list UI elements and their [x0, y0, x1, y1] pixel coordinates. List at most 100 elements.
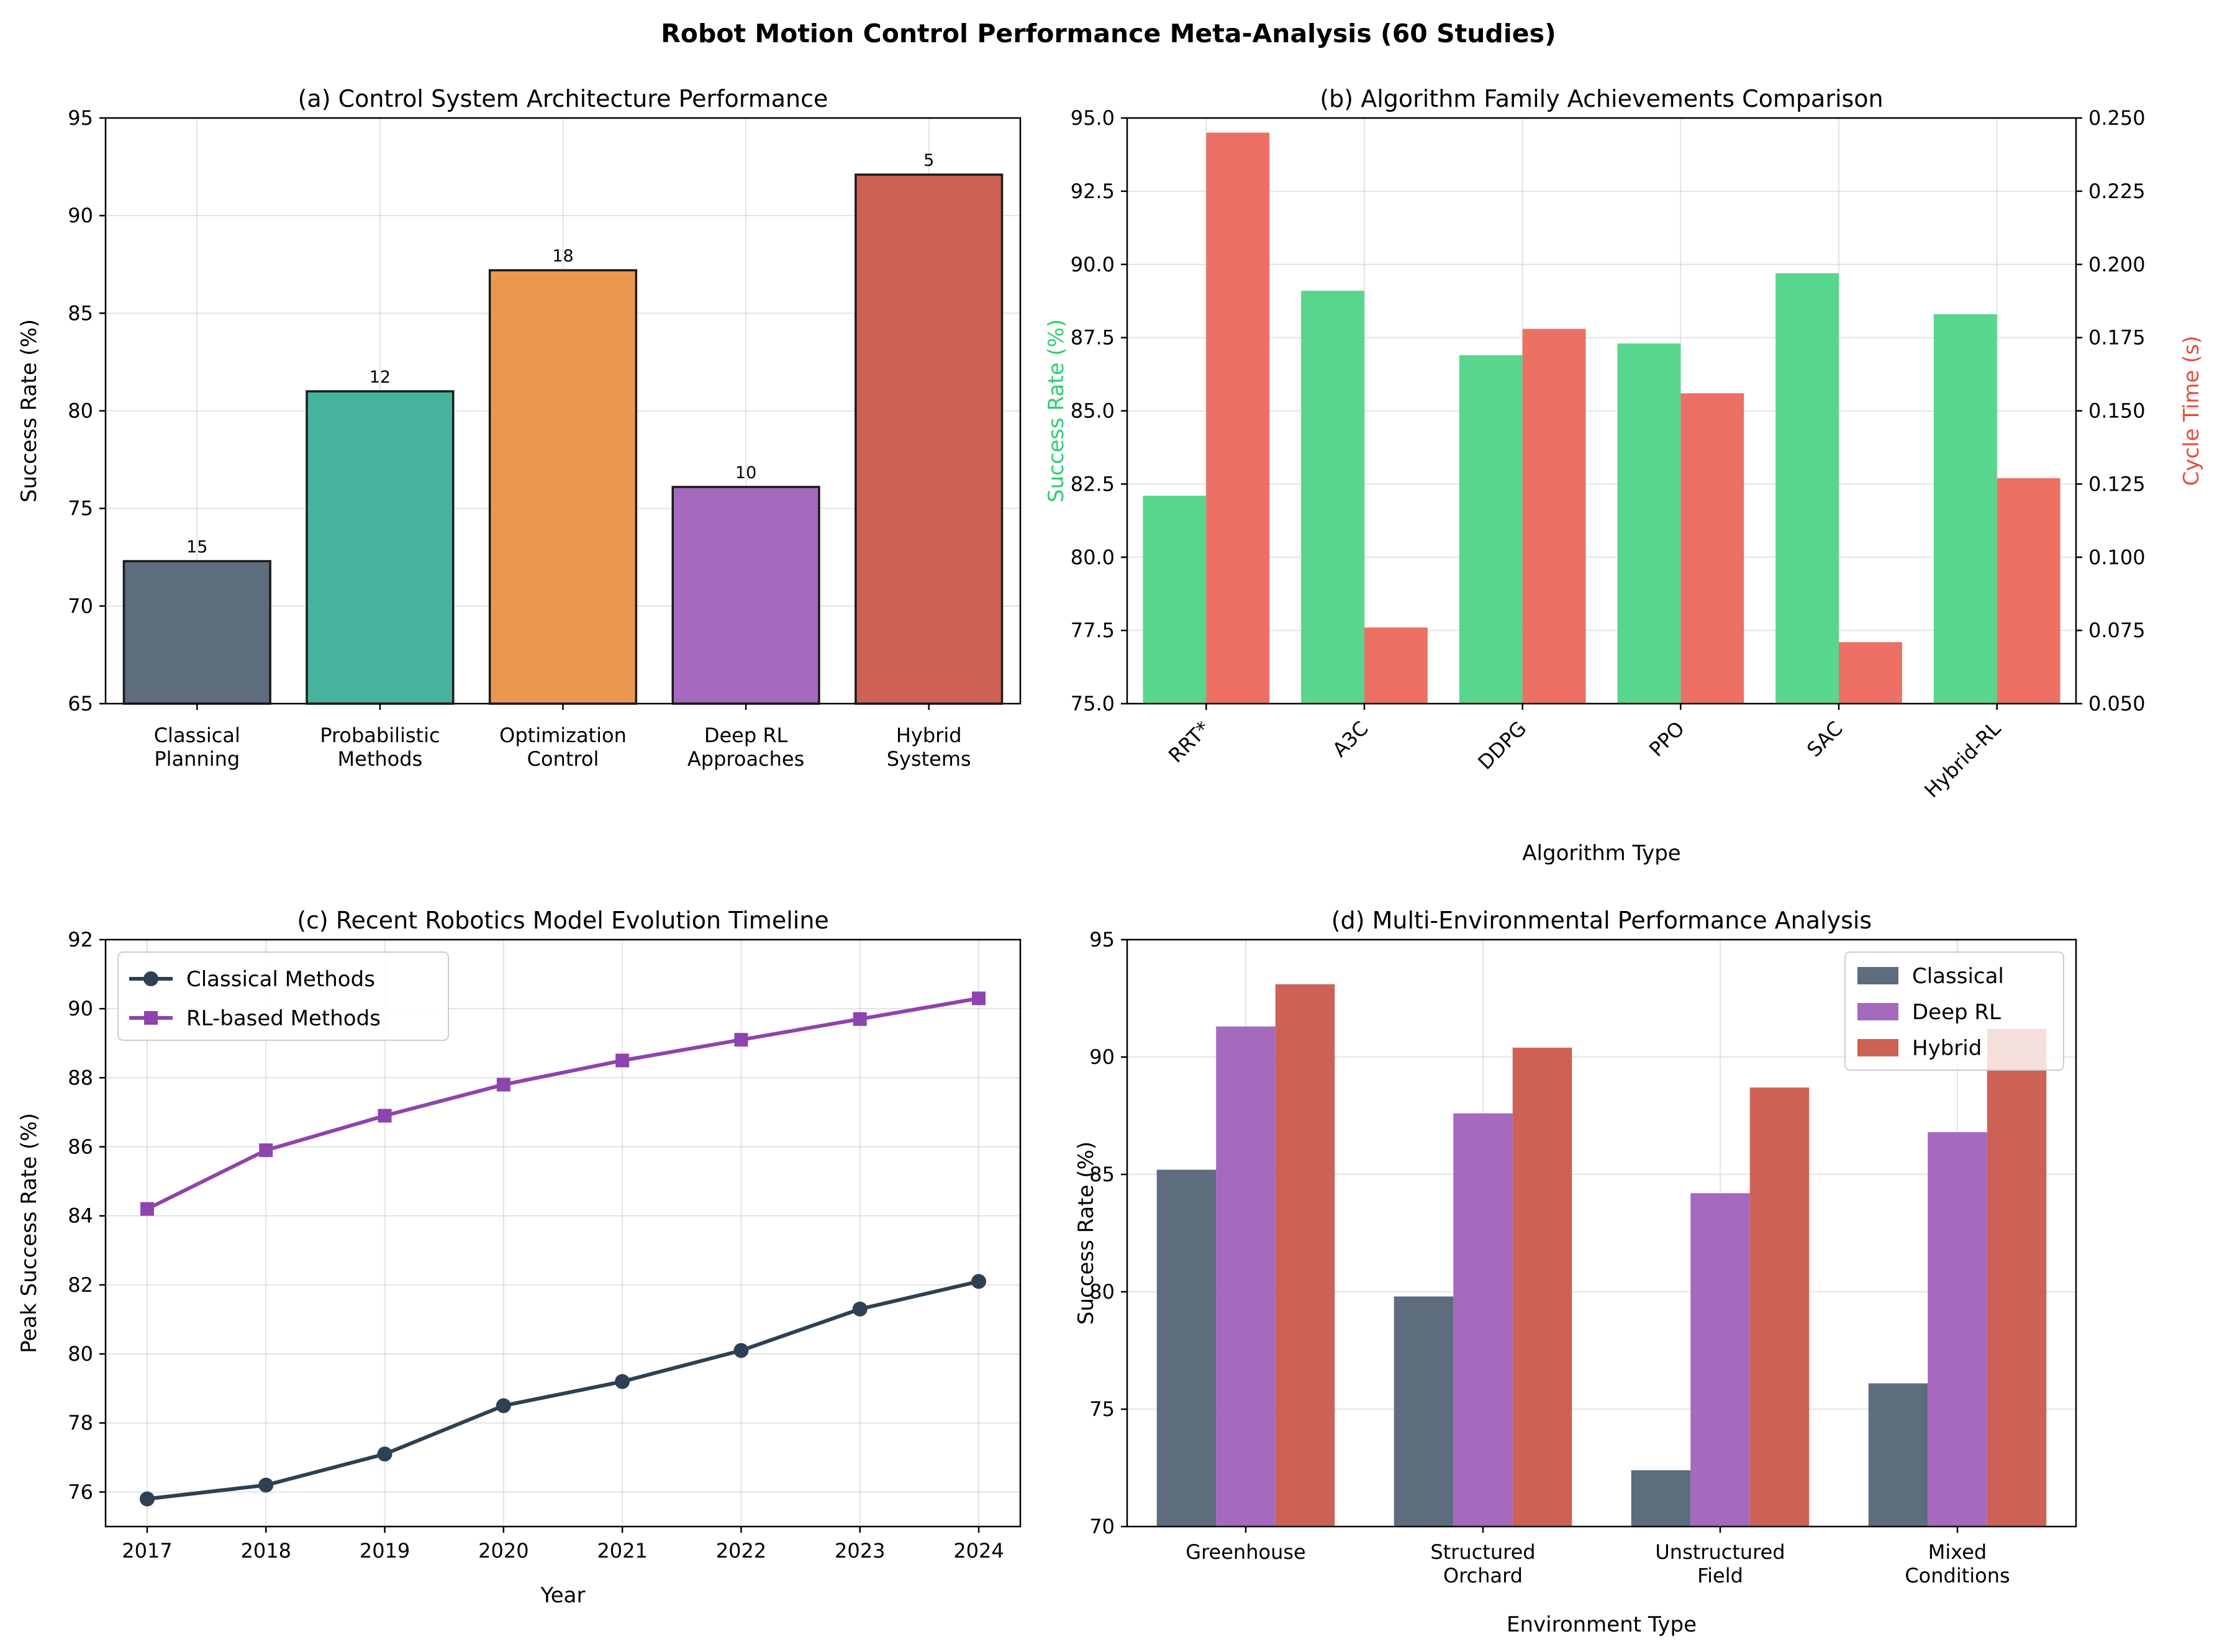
y-right-tick-label: 0.250 — [2088, 106, 2146, 130]
bar-classical — [1156, 1169, 1217, 1527]
y-right-tick-label: 0.075 — [2088, 619, 2146, 642]
figure-title: Robot Motion Control Performance Meta-An… — [661, 19, 1556, 48]
y-tick-label: 80 — [68, 399, 93, 423]
point-marker — [259, 1143, 273, 1158]
x-tick-label: Hybrid Systems — [887, 724, 971, 771]
y-tick-label: 95 — [1089, 928, 1115, 951]
bar-hybrid — [1275, 984, 1335, 1527]
point-marker — [378, 1109, 392, 1123]
point-marker — [615, 1053, 630, 1068]
legend-marker — [144, 1011, 158, 1025]
y-tick-label: 92.5 — [1071, 179, 1115, 203]
panel-title: (d) Multi-Environmental Performance Anal… — [1331, 907, 1872, 934]
y-axis-label: Success Rate (%) — [1074, 1141, 1099, 1325]
point-marker — [733, 1343, 749, 1358]
y-tick-label: 84 — [68, 1204, 93, 1228]
bar-data-label: 15 — [186, 538, 207, 557]
panel-b-algorithm-family: 75.0 77.5 80.0 82.5 85.0 87.5 90.0 92.5 95.0 0.05… — [1044, 85, 2204, 866]
bar-success-rate — [1933, 314, 1997, 704]
y-right-tick-label: 0.225 — [2088, 179, 2146, 203]
legend-label: Classical — [1912, 964, 2004, 989]
x-axis-label: Year — [540, 1583, 586, 1608]
bar-classical — [1394, 1296, 1454, 1527]
bar — [671, 486, 820, 705]
point-marker — [139, 1491, 155, 1507]
legend-swatch — [1857, 967, 1898, 984]
plot-frame — [1126, 938, 2077, 1528]
x-tick-label: 2021 — [597, 1539, 647, 1563]
y-tick-label: 88 — [68, 1066, 93, 1089]
legend-label: Classical Methods — [186, 967, 375, 992]
y-tick-label: 70 — [1089, 1515, 1115, 1538]
bar-data-label: 18 — [552, 247, 573, 266]
legend-swatch — [1857, 1039, 1898, 1056]
bar-deep-rl — [1690, 1193, 1750, 1527]
legend-box — [117, 951, 449, 1041]
series-line — [147, 1279, 979, 1501]
bar — [306, 390, 455, 705]
y-right-tick-label: 0.200 — [2088, 253, 2146, 276]
y-tick-label: 80.0 — [1071, 545, 1115, 569]
x-tick-label: Classical Planning — [154, 724, 240, 771]
x-tick-label: DDPG — [1473, 717, 1531, 774]
bar-cycle-time — [1522, 329, 1586, 704]
bar-data-label: 12 — [370, 368, 391, 387]
panel-title: (a) Control System Architecture Performa… — [298, 85, 828, 112]
x-tick-label: 2024 — [953, 1539, 1004, 1563]
x-tick-label: Mixed Conditions — [1905, 1540, 2010, 1587]
y-tick-label: 78 — [68, 1411, 93, 1435]
bar-success-rate — [1459, 355, 1523, 704]
bar-classical — [1631, 1470, 1691, 1527]
bar-cycle-time — [1206, 132, 1270, 704]
y-tick-label: 80 — [68, 1342, 93, 1366]
x-tick-label: 2018 — [241, 1539, 291, 1563]
bar-data-label: 10 — [735, 463, 756, 483]
bar-success-rate — [1143, 496, 1207, 704]
x-tick-label: Structured Orchard — [1430, 1540, 1535, 1587]
panel-a-control-architecture: 65 70 75 80 85 90 95 15 Classical Planning 12 Proba… — [17, 85, 1022, 771]
bar-deep-rl — [1928, 1132, 1987, 1527]
legend-label: RL-based Methods — [186, 1006, 381, 1031]
plot-frame — [104, 938, 1022, 1528]
x-tick-label: PPO — [1644, 717, 1689, 761]
bar-deep-rl — [1216, 1026, 1276, 1527]
y-tick-label: 77.5 — [1071, 619, 1115, 642]
point-marker — [258, 1477, 274, 1493]
bar-cycle-time — [1680, 393, 1744, 704]
point-marker — [615, 1374, 630, 1389]
x-tick-label: Greenhouse — [1186, 1540, 1305, 1564]
bar-data-label: 5 — [923, 151, 934, 170]
x-tick-label: Optimization Control — [499, 724, 627, 771]
y-tick-label: 80 — [1089, 1280, 1115, 1304]
x-tick-label: RRT* — [1164, 717, 1215, 768]
y-axis-label: Success Rate (%) — [1044, 319, 1069, 502]
point-marker — [734, 1033, 748, 1047]
point-marker — [496, 1398, 511, 1414]
legend-box — [1844, 951, 2064, 1071]
y-tick-label: 65 — [68, 692, 93, 715]
x-axis-label: Environment Type — [1507, 1612, 1697, 1637]
x-axis-label: Algorithm Type — [1522, 841, 1680, 866]
plot-frame — [1126, 117, 2077, 705]
x-tick-label: Deep RL Approaches — [687, 724, 804, 771]
legend-label: Deep RL — [1912, 1000, 2001, 1025]
y-tick-label: 95 — [68, 106, 93, 130]
y-tick-label: 90.0 — [1071, 253, 1115, 276]
bar-cycle-time — [1997, 478, 2061, 704]
y-tick-label: 85 — [68, 301, 93, 325]
bar-cycle-time — [1839, 642, 1902, 704]
bar — [122, 560, 271, 705]
y-tick-label: 86 — [68, 1135, 93, 1159]
x-tick-label: Hybrid-RL — [1920, 717, 2005, 802]
point-marker — [140, 1202, 154, 1216]
bar-hybrid — [1749, 1087, 1810, 1527]
y-right-tick-label: 0.125 — [2088, 472, 2146, 496]
point-marker — [496, 1078, 510, 1092]
y-tick-label: 90 — [68, 204, 93, 227]
y-tick-label: 82 — [68, 1273, 93, 1297]
legend-swatch — [1857, 1003, 1898, 1020]
y-tick-label: 90 — [68, 997, 93, 1020]
x-tick-label: 2022 — [716, 1539, 766, 1563]
bar-hybrid — [1512, 1047, 1572, 1527]
